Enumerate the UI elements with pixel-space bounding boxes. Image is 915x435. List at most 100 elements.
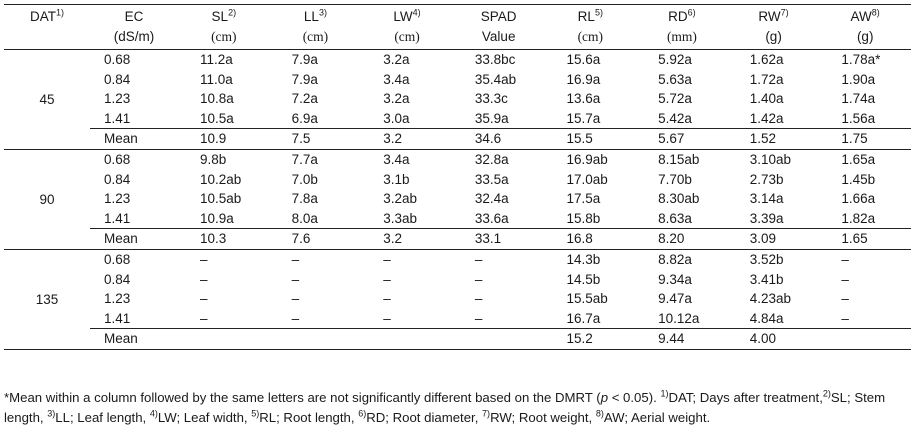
column-header-spad: SPAD Value	[453, 5, 545, 50]
column-header-footnote-mark: 7)	[781, 8, 789, 18]
table-row: 1.23 – – – – 15.5ab 9.47a 4.23ab –	[4, 289, 911, 309]
value-cell: 32.4a	[453, 189, 545, 209]
value-cell: 9.34a	[636, 270, 728, 290]
value-cell: 8.63a	[636, 209, 728, 229]
value-cell: –	[270, 309, 362, 329]
value-cell: 7.7a	[270, 149, 362, 169]
footnote-definition: RW; Root weight,	[490, 410, 596, 425]
value-cell	[453, 329, 545, 350]
table-row: 1.41– – – –16.7a 10.12a 4.84a –	[4, 309, 911, 329]
footnote-definition: AW; Aerial weight.	[604, 410, 710, 425]
mean-row: Mean 10.9 7.5 3.2 34.6 15.5 5.67 1.52 1.75	[4, 129, 911, 150]
column-header-label: EC	[125, 9, 144, 24]
ec-cell: 0.68	[90, 249, 178, 269]
value-cell: 7.9a	[270, 70, 362, 90]
value-cell: 1.78a*	[819, 50, 911, 70]
footnote-mark: 8)	[596, 409, 604, 419]
value-cell: 3.52b	[728, 249, 820, 269]
footnote-p-symbol: p	[601, 390, 608, 405]
value-cell: 11.0a	[178, 70, 270, 90]
column-header-unit: (cm)	[303, 29, 328, 44]
footnote-mark: 4)	[150, 409, 158, 419]
column-header-label: SPAD	[481, 9, 517, 24]
dat-cell: 135	[4, 249, 90, 349]
column-header-label: SL	[212, 9, 229, 24]
value-cell: 8.30ab	[636, 189, 728, 209]
value-cell: –	[270, 270, 362, 290]
value-cell: 35.4ab	[453, 70, 545, 90]
table-header: DAT1) EC (dS/m) SL2) (cm) LL3) (cm) LW4) (cm) SPA…	[4, 5, 911, 50]
value-cell: 4.84a	[728, 309, 820, 329]
value-cell: –	[178, 289, 270, 309]
value-cell: 16.7a	[545, 309, 637, 329]
column-header-unit: (cm)	[578, 29, 603, 44]
value-cell: 9.47a	[636, 289, 728, 309]
ec-cell: 0.84	[90, 70, 178, 90]
value-cell: 32.8a	[453, 149, 545, 169]
value-cell: 8.20	[636, 229, 728, 250]
footnote-mark: 2)	[823, 389, 831, 399]
column-header-unit: (g)	[765, 29, 782, 44]
footnote-p-rest: < 0.05).	[608, 390, 660, 405]
footnote-mark: 7)	[482, 409, 490, 419]
value-cell: 1.65	[819, 229, 911, 250]
value-cell: 3.10ab	[728, 149, 820, 169]
value-cell: 34.6	[453, 129, 545, 150]
value-cell: 7.9a	[270, 50, 362, 70]
column-header-label: LL	[304, 9, 319, 24]
value-cell	[178, 329, 270, 350]
table-row: 45 0.68 11.2a 7.9a 3.2a 33.8bc 15.6a 5.92a 1.62a…	[4, 50, 911, 70]
table-row: 1.23 10.8a 7.2a 3.2a 33.3c 13.6a 5.72a 1.40a 1.7…	[4, 89, 911, 109]
value-cell	[361, 329, 453, 350]
value-cell: 9.44	[636, 329, 728, 350]
value-cell: –	[453, 249, 545, 269]
value-cell: –	[819, 270, 911, 290]
value-cell: 16.9a	[545, 70, 637, 90]
value-cell: 11.2a	[178, 50, 270, 70]
column-header-footnote-mark: 6)	[688, 8, 696, 18]
value-cell: –	[453, 309, 545, 329]
value-cell: 10.2ab	[178, 170, 270, 190]
value-cell: 15.7a	[545, 109, 637, 129]
ec-cell: 1.23	[90, 289, 178, 309]
value-cell: 2.73b	[728, 170, 820, 190]
value-cell: 3.41b	[728, 270, 820, 290]
ec-cell: 1.41	[90, 309, 178, 329]
ec-cell: 0.84	[90, 170, 178, 190]
value-cell: 3.2	[361, 229, 453, 250]
footnote-definition: LL; Leaf length,	[55, 410, 150, 425]
value-cell	[270, 329, 362, 350]
table-footnote: *Mean within a column followed by the sa…	[4, 388, 911, 428]
value-cell: 1.75	[819, 129, 911, 150]
value-cell: 15.5ab	[545, 289, 637, 309]
data-table: DAT1) EC (dS/m) SL2) (cm) LL3) (cm) LW4) (cm) SPA…	[4, 4, 911, 350]
footnote-definition: RD; Root diameter,	[366, 410, 482, 425]
value-cell: –	[178, 309, 270, 329]
value-cell: 5.63a	[636, 70, 728, 90]
value-cell: 1.74a	[819, 89, 911, 109]
value-cell: 15.8b	[545, 209, 637, 229]
column-header-label: AW	[851, 9, 872, 24]
value-cell: –	[361, 270, 453, 290]
column-header-unit: (mm)	[667, 29, 697, 44]
column-header-label: DAT	[30, 9, 56, 24]
value-cell: 7.8a	[270, 189, 362, 209]
value-cell: 5.72a	[636, 89, 728, 109]
value-cell: 1.62a	[728, 50, 820, 70]
table-row: 0.84 – – – – 14.5b 9.34a 3.41b –	[4, 270, 911, 290]
table-row: 1.23 10.5ab 7.8a 3.2ab 32.4a 17.5a 8.30ab 3.14a…	[4, 189, 911, 209]
ec-cell: 1.41	[90, 209, 178, 229]
mean-label: Mean	[90, 329, 178, 350]
value-cell: –	[178, 249, 270, 269]
value-cell: 7.0b	[270, 170, 362, 190]
value-cell: 35.9a	[453, 109, 545, 129]
value-cell: 5.67	[636, 129, 728, 150]
column-header-footnote-mark: 2)	[228, 8, 236, 18]
column-header-rl: RL5) (cm)	[545, 5, 637, 50]
value-cell: 17.0ab	[545, 170, 637, 190]
value-cell: 8.82a	[636, 249, 728, 269]
value-cell: –	[361, 309, 453, 329]
value-cell: 33.8bc	[453, 50, 545, 70]
value-cell: –	[453, 270, 545, 290]
value-cell: 33.6a	[453, 209, 545, 229]
